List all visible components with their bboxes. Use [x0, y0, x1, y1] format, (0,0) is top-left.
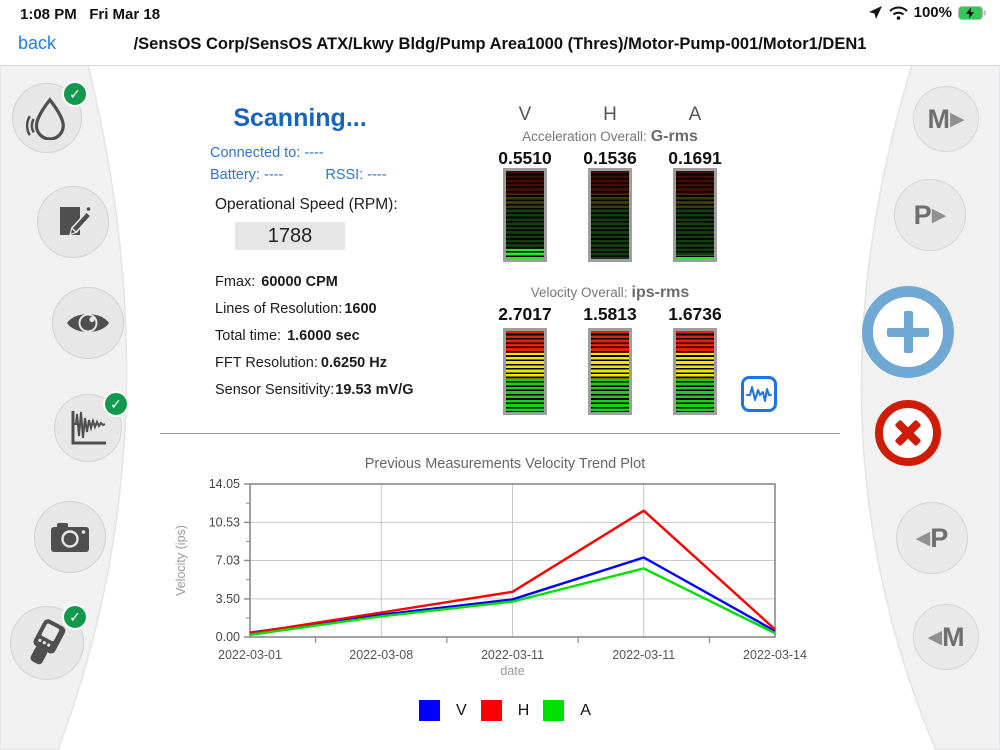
param-fmax: Fmax: 60000 CPM: [215, 274, 338, 290]
legend-swatch-V: [419, 700, 441, 721]
accel-meter-h: [588, 168, 632, 262]
legend-swatch-A: [543, 700, 565, 721]
point-previous-button[interactable]: ◀ P: [896, 502, 968, 574]
vel-value-v: 2.7017: [498, 304, 552, 324]
waveform-plot-icon: [71, 411, 106, 445]
play-forward-icon: ▶: [949, 108, 965, 130]
accel-meter-a: [673, 168, 717, 262]
svg-text:2022-03-11: 2022-03-11: [612, 648, 675, 662]
accel-value-a: 0.1691: [668, 148, 722, 168]
measurement-previous-button[interactable]: ◀ M: [913, 604, 979, 670]
svg-text:14.05: 14.05: [209, 477, 240, 491]
pulse-waveform-icon: [746, 386, 772, 402]
connected-to-label: Connected to: ----: [210, 145, 324, 161]
rpm-input[interactable]: 1788: [235, 222, 345, 250]
breadcrumb: /SensOS Corp/SensOS ATX/Lkwy Bldg/Pump A…: [133, 35, 867, 53]
cancel-button[interactable]: [875, 400, 941, 466]
axis-h-header: H: [603, 104, 617, 125]
nav-bar: back /SensOS Corp/SensOS ATX/Lkwy Bldg/P…: [0, 28, 1000, 66]
clock-date: Fri Mar 18: [89, 6, 161, 23]
sensor-check-badge: ✓: [62, 81, 88, 107]
camera-icon: [51, 523, 89, 552]
scan-status: Scanning...: [233, 104, 367, 132]
point-next-button[interactable]: P ▶: [894, 179, 966, 251]
legend-label-H: H: [517, 701, 530, 719]
location-icon: [868, 6, 882, 19]
param-lines: Lines of Resolution: 1600: [215, 301, 377, 317]
sensor-battery-label: Battery: ----: [210, 167, 284, 183]
section-divider: [160, 433, 840, 434]
param-total-time: Total time: 1.6000 sec: [215, 328, 360, 344]
wifi-icon: [888, 6, 908, 20]
vel-value-a: 1.6736: [668, 304, 722, 324]
svg-text:7.03: 7.03: [216, 553, 240, 567]
accel-value-h: 0.1536: [583, 148, 637, 168]
battery-percent: 100%: [913, 4, 952, 21]
trend-chart: Previous Measurements Velocity Trend Plo…: [155, 448, 855, 748]
svg-text:2022-03-14: 2022-03-14: [743, 648, 807, 662]
play-back-icon: ◀: [915, 527, 931, 549]
m-prev-label: M: [942, 621, 965, 652]
play-back-icon: ◀: [927, 626, 943, 648]
notes-button[interactable]: [37, 186, 109, 258]
svg-text:3.50: 3.50: [216, 592, 240, 606]
svg-text:2022-03-01: 2022-03-01: [218, 648, 282, 662]
p-next-label: P: [913, 199, 932, 230]
svg-text:Velocity (ips): Velocity (ips): [174, 525, 188, 596]
vel-meter-a: [673, 328, 717, 415]
vel-meter-v: [503, 328, 547, 415]
view-button[interactable]: [52, 287, 124, 359]
param-sensor-sensitivity: Sensor Sensitivity:19.53 mV/G: [215, 382, 414, 398]
water-drop-icon: [26, 97, 65, 140]
eye-icon: [67, 313, 109, 333]
back-button[interactable]: back: [18, 33, 57, 53]
svg-text:10.53: 10.53: [209, 515, 240, 529]
m-next-label: M: [927, 103, 950, 134]
rpm-label: Operational Speed (RPM):: [215, 196, 398, 213]
param-fft-resolution: FFT Resolution: 0.6250 Hz: [215, 355, 387, 371]
rssi-label: RSSI: ----: [325, 167, 387, 183]
accel-value-v: 0.5510: [498, 148, 552, 168]
svg-text:2022-03-08: 2022-03-08: [349, 648, 413, 662]
status-time-date: 1:08 PM Fri Mar 18: [20, 6, 160, 23]
add-measurement-button[interactable]: [862, 286, 954, 378]
device-check-badge: ✓: [62, 604, 88, 630]
edit-document-icon: [60, 207, 93, 236]
clock-time: 1:08 PM: [20, 6, 77, 23]
velocity-caption: Velocity Overall: ips-rms: [530, 284, 690, 301]
legend-label-A: A: [580, 701, 591, 719]
legend-swatch-H: [480, 700, 502, 721]
play-forward-icon: ▶: [931, 204, 947, 226]
measurement-next-button[interactable]: M ▶: [913, 86, 979, 152]
svg-text:0.00: 0.00: [216, 630, 240, 644]
acceleration-caption: Acceleration Overall: G-rms: [522, 128, 698, 145]
chart-title: Previous Measurements Velocity Trend Plo…: [364, 456, 646, 472]
trend-plot-canvas: 0.00 3.50 7.03 10.53 14.05 2022-03-01 2022-03-…: [174, 477, 807, 678]
p-prev-label: P: [930, 522, 949, 553]
axis-a-header: A: [688, 104, 702, 125]
accel-meter-v: [503, 168, 547, 262]
waveform-check-badge: ✓: [103, 391, 129, 417]
battery-icon: [958, 5, 986, 20]
camera-button[interactable]: [34, 501, 106, 573]
vel-meter-h: [588, 328, 632, 415]
handheld-meter-icon: [30, 619, 66, 665]
svg-text:date: date: [500, 664, 524, 678]
axis-v-header: V: [518, 104, 532, 125]
vel-value-h: 1.5813: [583, 304, 637, 324]
status-bar: 1:08 PM Fri Mar 18 100%: [0, 0, 1000, 28]
svg-text:2022-03-11: 2022-03-11: [481, 648, 544, 662]
legend-label-V: V: [456, 701, 467, 719]
waveform-view-button[interactable]: [741, 376, 777, 412]
